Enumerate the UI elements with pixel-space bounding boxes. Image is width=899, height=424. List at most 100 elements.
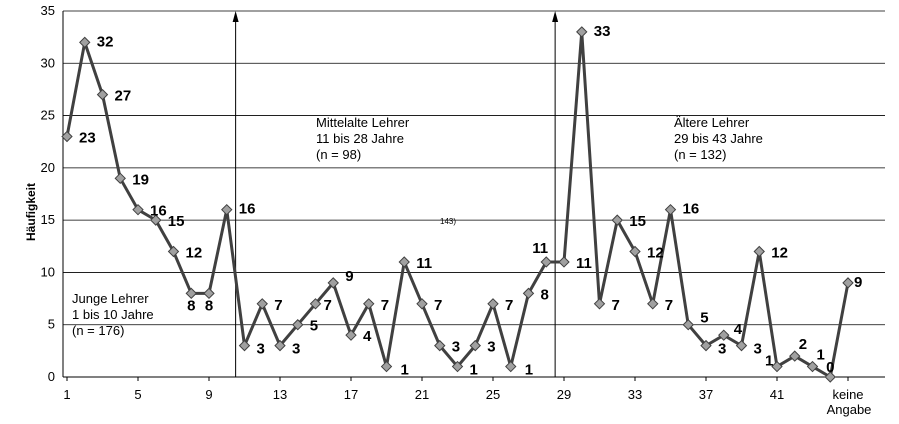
data-label: 1: [401, 362, 409, 379]
data-label: 7: [381, 297, 389, 314]
divider-arrowhead-1: [232, 11, 239, 22]
data-label: 3: [292, 341, 300, 358]
data-point-marker: [576, 26, 588, 38]
data-label: 23: [79, 129, 96, 146]
x-tick-label: keine: [832, 387, 863, 402]
x-tick-label: 17: [344, 387, 358, 402]
annotation-middle-line-1: Mittelalte Lehrer: [316, 115, 410, 130]
data-label: 9: [854, 274, 862, 291]
y-axis-label: Häufigkeit: [24, 183, 38, 241]
data-point-marker: [238, 339, 251, 352]
data-point-marker: [611, 214, 623, 226]
data-point-marker: [309, 298, 322, 310]
data-point-marker: [203, 287, 215, 300]
data-label: 7: [274, 297, 282, 314]
data-label: 11: [416, 255, 432, 272]
data-point-marker: [345, 329, 357, 341]
x-tick-label: 25: [486, 387, 500, 402]
data-point-marker: [434, 339, 446, 352]
data-label: 1: [525, 362, 533, 379]
data-label: 16: [683, 201, 700, 218]
data-point-marker: [61, 130, 73, 143]
data-point-marker: [380, 360, 393, 373]
y-tick-label: 25: [41, 108, 55, 123]
data-point-marker: [221, 203, 233, 216]
data-point-marker: [522, 287, 535, 300]
x-tick-label: 13: [273, 387, 287, 402]
y-tick-labels: 0 5 10 15 20 25 30 35: [41, 3, 55, 384]
x-tick-label: 41: [770, 387, 784, 402]
data-series: [65, 30, 850, 379]
annotation-middle-line-2: 11 bis 28 Jahre: [316, 131, 404, 146]
stray-footnote-text: 143): [440, 217, 456, 226]
x-tick-label: 9: [205, 387, 212, 402]
data-point-marker: [398, 256, 410, 268]
data-point-marker: [327, 277, 339, 289]
data-point-marker: [114, 172, 126, 185]
data-label: 32: [97, 33, 114, 50]
data-point-marker: [806, 360, 819, 373]
data-label: 8: [205, 297, 213, 314]
annotation-older-teachers: Ältere Lehrer 29 bis 43 Jahre (n = 132): [674, 115, 763, 162]
data-point-marker: [558, 256, 570, 268]
data-point-marker: [363, 298, 375, 310]
data-point-marker: [150, 214, 162, 226]
x-tick-label-line-2: Angabe: [827, 402, 872, 417]
data-point-marker: [132, 203, 144, 216]
data-label: 8: [541, 286, 549, 303]
divider-arrowhead-2: [552, 11, 559, 22]
y-tick-label: 10: [41, 264, 55, 279]
data-point-marker: [79, 36, 91, 49]
data-point-marker: [416, 298, 428, 310]
annotation-older-line-2: 29 bis 43 Jahre: [674, 131, 763, 146]
data-point-marker: [185, 287, 197, 300]
annotation-middle-line-3: (n = 98): [316, 147, 361, 162]
annotation-older-line-1: Ältere Lehrer: [674, 115, 750, 130]
data-point-marker: [718, 329, 730, 341]
data-point-marker: [664, 203, 677, 216]
data-point-marker: [274, 339, 286, 352]
data-markers: [61, 26, 854, 383]
data-label: 8: [187, 297, 195, 314]
data-point-marker: [96, 88, 109, 101]
annotation-young-line-1: Junge Lehrer: [72, 291, 149, 306]
data-label: 12: [771, 245, 788, 262]
series-line: [65, 30, 850, 379]
data-point-marker: [735, 339, 748, 352]
annotation-middle-teachers: Mittelalte Lehrer 11 bis 28 Jahre (n = 9…: [316, 115, 410, 162]
data-label: 27: [115, 88, 132, 105]
data-label: 3: [452, 339, 460, 356]
data-point-marker: [451, 360, 464, 373]
group-dividers: [232, 11, 559, 377]
data-label: 5: [310, 318, 318, 335]
y-tick-label: 30: [41, 55, 55, 70]
x-tick-label: 21: [415, 387, 429, 402]
y-tick-label: 35: [41, 3, 55, 18]
data-label: 3: [487, 339, 495, 356]
axes: [62, 11, 885, 378]
data-point-marker: [700, 339, 712, 352]
data-label: 3: [257, 341, 265, 358]
data-point-marker: [505, 360, 517, 373]
annotation-young-line-3: (n = 176): [72, 323, 124, 338]
data-point-marker: [487, 298, 499, 310]
annotation-young-teachers: Junge Lehrer 1 bis 10 Jahre (n = 176): [72, 291, 154, 338]
data-point-marker: [593, 298, 606, 310]
data-label: 1: [765, 353, 773, 370]
data-label: 3: [754, 341, 762, 358]
annotation-young-line-2: 1 bis 10 Jahre: [72, 307, 154, 322]
gridlines: [63, 10, 885, 326]
data-label: 1: [470, 362, 478, 379]
data-label: 11: [532, 240, 548, 257]
y-tick-label: 15: [41, 212, 55, 227]
data-point-marker: [167, 245, 180, 258]
annotation-older-line-3: (n = 132): [674, 147, 726, 162]
data-point-marker: [824, 371, 836, 383]
y-tick-label: 20: [41, 160, 55, 175]
data-point-marker: [256, 298, 268, 310]
data-point-marker: [647, 298, 659, 310]
data-label: 0: [826, 359, 834, 376]
